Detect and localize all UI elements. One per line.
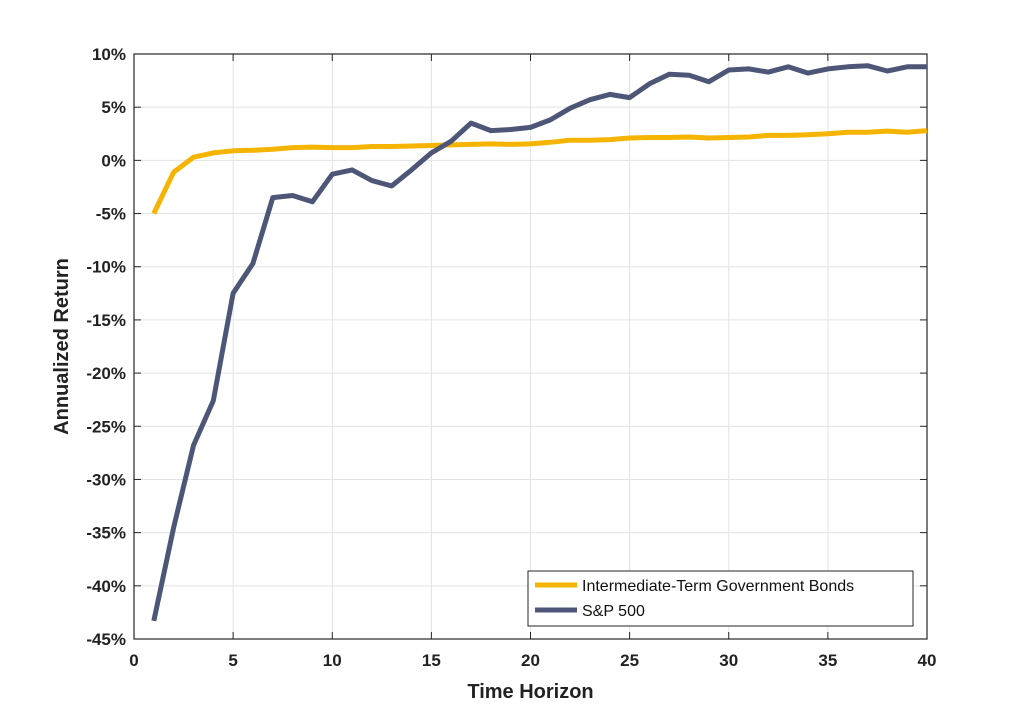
x-tick-label: 15	[422, 651, 441, 670]
x-tick-label: 5	[228, 651, 237, 670]
y-tick-label: -25%	[86, 417, 126, 436]
legend: Intermediate-Term Government Bonds S&P 5…	[527, 570, 914, 627]
legend-box	[527, 570, 914, 627]
x-tick-label: 10	[323, 651, 342, 670]
y-tick-label: -10%	[86, 258, 126, 277]
y-tick-label: -5%	[96, 205, 126, 224]
y-tick-label: 0%	[101, 151, 126, 170]
x-tick-label: 20	[521, 651, 540, 670]
x-tick-label: 40	[918, 651, 937, 670]
legend-label-bonds: Intermediate-Term Government Bonds	[582, 578, 854, 595]
y-tick-label: 10%	[92, 45, 126, 64]
bonds-series-line	[151, 128, 928, 215]
x-axis-title: Time Horizon	[467, 681, 593, 703]
y-axis-title: Annualized Return	[51, 258, 73, 435]
x-tick-label: 35	[818, 651, 837, 670]
legend-label-sp500: S&P 500	[582, 603, 645, 620]
y-tick-label: -40%	[86, 577, 126, 596]
axis-ticks: 0 5 10 15 20 25 30 35 40 10% 5% 0% -5% -10% -15% -20% -2…	[86, 45, 936, 670]
y-tick-label: -15%	[86, 311, 126, 330]
y-tick-label: 5%	[101, 98, 126, 117]
x-tick-label: 25	[620, 651, 639, 670]
y-tick-label: -20%	[86, 364, 126, 383]
y-tick-label: -30%	[86, 470, 126, 489]
x-tick-label: 0	[129, 651, 138, 670]
series-lines	[151, 63, 928, 622]
y-tick-label: -45%	[86, 630, 126, 649]
sp500-series-line	[151, 63, 927, 622]
y-tick-label: -35%	[86, 524, 126, 543]
x-tick-label: 30	[719, 651, 738, 670]
